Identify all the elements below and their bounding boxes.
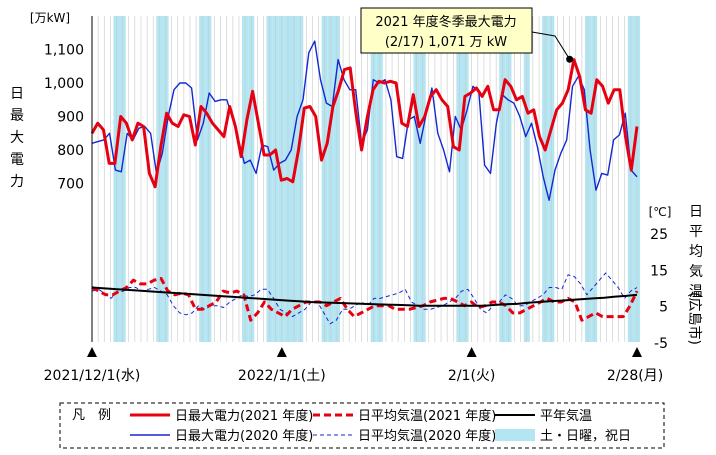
annotation-line1: 2021 年度冬季最大電力 <box>375 14 516 30</box>
series-line-1 <box>91 40 638 202</box>
legend-label: 平年気温 <box>540 408 592 424</box>
series-line-0 <box>90 58 639 189</box>
x-tick-label: 2021/12/1(水) <box>44 368 141 384</box>
legend-label: 日最大電力(2020 年度) <box>175 428 313 444</box>
temp-unit-label: [℃] <box>649 205 672 219</box>
legend: 凡 例 日最大電力(2021 年度) 日平均気温(2021 年度) 平年気温日最大電力… <box>59 402 665 449</box>
temp-axis-label-char: 平 <box>689 224 703 240</box>
x-tick-label: 2/28(月) <box>607 368 663 384</box>
temp-axis-label-city: (広島市) <box>686 292 703 345</box>
legend-swatch <box>495 429 535 441</box>
temp-tick-label: 5 <box>659 300 668 316</box>
x-tick-marker <box>632 347 642 357</box>
annotation-dot <box>566 55 574 63</box>
annotation-leader <box>531 31 571 60</box>
temp-axis-label-char: 温 <box>689 284 703 300</box>
temp-axis-label-city-text: (広島市) <box>686 292 703 345</box>
series-line-2 <box>91 276 639 322</box>
power-axis-label-char: 電 <box>10 152 24 168</box>
annotation-box <box>360 7 533 54</box>
annotation-layer: 2021 年度冬季最大電力 (2/17) 1,071 万 kW <box>360 7 574 63</box>
temp-tick-label: -5 <box>654 336 668 352</box>
temp-axis-label-char: 日 <box>689 204 703 220</box>
series-line-3 <box>91 272 638 325</box>
power-unit-label: [万kW] <box>30 11 70 25</box>
series-layer <box>90 40 639 325</box>
power-axis-label-char: 大 <box>10 130 24 146</box>
legend-label: 日最大電力(2021 年度) <box>175 408 313 424</box>
power-axis-label-char: 力 <box>10 174 24 190</box>
temp-axis-label-char: 均 <box>689 244 703 260</box>
legend-heading: 凡 例 <box>72 408 111 423</box>
power-axis-label-char: 日 <box>10 86 24 102</box>
x-tick-marker <box>466 347 477 357</box>
temp-tick-label: 15 <box>650 263 668 279</box>
power-tick-label: 1,100 <box>44 43 84 59</box>
legend-label: 土・日曜，祝日 <box>540 429 631 444</box>
legend-box <box>59 402 665 449</box>
axes-layer: [万kW]7008009001,0001,100日最大電力[℃]25155-5日… <box>10 11 703 384</box>
legend-label: 日平均気温(2021 年度) <box>358 408 496 424</box>
power-tick-label: 800 <box>57 143 84 159</box>
weekend-bands <box>113 16 641 342</box>
x-tick-marker <box>87 347 97 357</box>
power-tick-label: 700 <box>57 177 84 193</box>
power-tick-label: 1,000 <box>44 76 84 92</box>
temp-axis-label-char: 気 <box>689 264 703 280</box>
x-tick-label: 2022/1/1(土) <box>238 368 326 384</box>
temp-tick-label: 25 <box>650 227 668 243</box>
power-tick-label: 900 <box>57 110 84 126</box>
series-line-4 <box>91 286 638 307</box>
x-tick-marker <box>276 347 287 357</box>
x-tick-label: 2/1(火) <box>448 368 495 384</box>
power-axis-label-char: 最 <box>10 108 24 124</box>
annotation-line2: (2/17) 1,071 万 kW <box>385 35 507 50</box>
legend-label: 日平均気温(2020 年度) <box>358 428 496 444</box>
